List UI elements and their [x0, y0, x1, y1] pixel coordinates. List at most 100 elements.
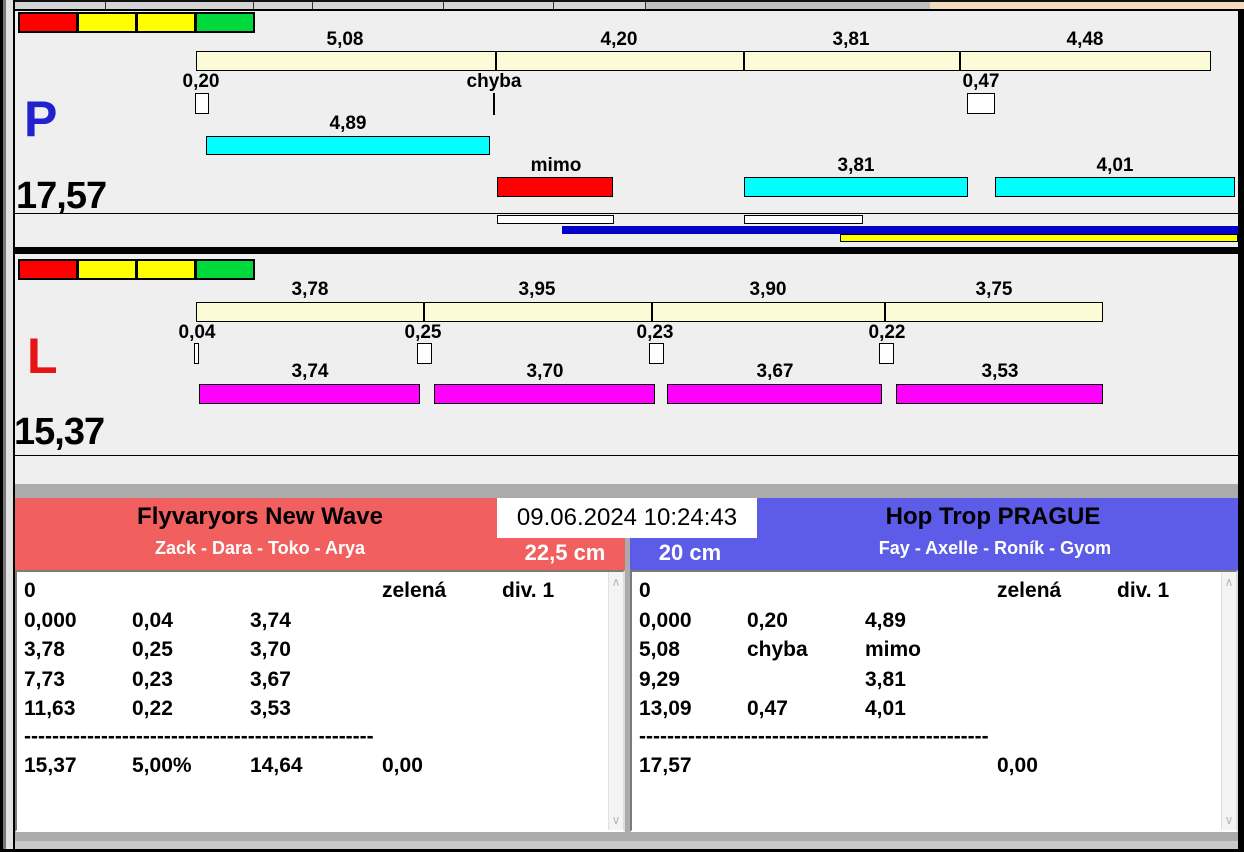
lane-p-run-1-bar	[206, 136, 490, 155]
divider-dashes: ----------------------------------------…	[24, 724, 374, 749]
lane-divider	[15, 247, 1238, 254]
lane-p-blue-progress-bar	[562, 226, 1238, 234]
lane-p-split-3: 3,81	[833, 30, 870, 49]
lane-p-run-4-bar	[995, 177, 1235, 197]
lane-p-offset-2: chyba	[467, 72, 522, 91]
cell: div. 1	[502, 578, 554, 603]
section-gap	[15, 484, 1238, 498]
lane-p-separator-line	[15, 213, 1238, 214]
cell: 13,09	[639, 696, 692, 721]
lane-l-letter: L	[27, 331, 58, 381]
lane-p-split-2: 4,20	[601, 30, 638, 49]
window-right-edge	[1238, 9, 1244, 852]
team-left-jump-height: 22,5 cm	[525, 540, 606, 566]
lane-p-offset-marker-1	[195, 93, 209, 114]
lane-l-offset-4: 0,22	[869, 323, 906, 342]
lane-p-rerun-marker-2	[744, 215, 863, 224]
team-right-name: Hop Trop PRAGUE	[886, 503, 1101, 531]
lane-l-total-time: 15,37	[14, 413, 104, 451]
axis-divider	[959, 52, 961, 70]
lane-p-letter: P	[24, 94, 57, 144]
lane-p-run-4-label: 4,01	[1097, 156, 1134, 175]
lane-l-split-axis	[196, 302, 1103, 322]
light-red	[18, 259, 78, 280]
scrollbar-up-icon[interactable]: ∧	[609, 576, 623, 588]
light-yellow-2	[136, 259, 196, 280]
cell: 0,25	[132, 637, 173, 662]
scrollbar-up-icon[interactable]: ∧	[1222, 576, 1236, 588]
lane-l-run-2-bar	[434, 384, 655, 404]
cell: 9,29	[639, 667, 680, 692]
axis-divider	[743, 52, 745, 70]
team-left-results-list[interactable]: 0 zelená div. 1 0,000 0,04 3,74 3,78 0,2…	[15, 570, 625, 832]
window-left-edge	[0, 0, 15, 852]
lane-l-offset-2: 0,25	[405, 323, 442, 342]
light-yellow-1	[77, 12, 137, 33]
lane-p-run-1-label: 4,89	[330, 114, 367, 133]
axis-divider	[884, 303, 886, 321]
footer-strip-dark	[15, 832, 1238, 841]
lane-l-run-3-label: 3,67	[757, 362, 794, 381]
scrollbar[interactable]: ∧ ∨	[608, 572, 623, 830]
lane-p-offset-3: 0,47	[963, 72, 1000, 91]
footer-strip-light	[15, 841, 1238, 849]
lane-p-yellow-progress-bar	[840, 234, 1238, 242]
cell: 0,22	[132, 696, 173, 721]
lane-l-run-4-bar	[896, 384, 1103, 404]
lane-l-offset-marker-4	[879, 343, 894, 364]
lane-p-split-1: 5,08	[327, 30, 364, 49]
cell: 0,000	[24, 608, 77, 633]
total-cell: 15,37	[24, 753, 77, 778]
lane-l-split-3: 3,90	[750, 280, 787, 299]
lane-l-run-4-label: 3,53	[982, 362, 1019, 381]
lane-p-rerun-marker-1	[497, 215, 614, 224]
lane-l-run-1-bar	[199, 384, 420, 404]
lane-p-split-axis	[196, 51, 1211, 71]
cell: 5,08	[639, 637, 680, 662]
lane-l-offset-1: 0,04	[179, 323, 216, 342]
cell: 0,47	[747, 696, 788, 721]
clock-display: 09.06.2024 10:24:43	[497, 498, 757, 538]
total-cell: 0,00	[997, 753, 1038, 778]
total-cell: 17,57	[639, 753, 692, 778]
total-cell: 14,64	[250, 753, 303, 778]
lane-p-run-2-bar-fault	[497, 177, 613, 197]
lane-p-offset-1: 0,20	[183, 72, 220, 91]
cell: 3,74	[250, 608, 291, 633]
cell: 4,89	[865, 608, 906, 633]
cell: zelená	[997, 578, 1061, 603]
total-cell: 5,00%	[132, 753, 192, 778]
team-right-jump-height: 20 cm	[659, 540, 721, 566]
cell: 11,63	[24, 696, 75, 721]
team-left-name: Flyvaryors New Wave	[137, 503, 383, 531]
cell: 0,04	[132, 608, 173, 633]
axis-divider	[423, 303, 425, 321]
lane-p-offset-marker-3	[967, 93, 995, 114]
lane-l-offset-marker-3	[649, 343, 664, 364]
lane-l-offset-marker-2	[417, 343, 432, 364]
lane-p-total-time: 17,57	[16, 177, 106, 215]
cell: 4,01	[865, 696, 906, 721]
lane-l-separator-line	[15, 455, 1238, 456]
lane-p-fault-tick	[493, 93, 495, 115]
window-top-border	[0, 0, 1244, 2]
cell: mimo	[865, 637, 921, 662]
team-right-members: Fay - Axelle - Roník - Gyom	[879, 538, 1111, 559]
cell: 3,67	[250, 667, 291, 692]
axis-divider	[495, 52, 497, 70]
lane-l-offset-3: 0,23	[637, 323, 674, 342]
scrollbar[interactable]: ∧ ∨	[1221, 572, 1236, 830]
lane-l-run-1-label: 3,74	[292, 362, 329, 381]
cell: 3,70	[250, 637, 291, 662]
cell: 0	[639, 578, 651, 603]
panel-top-border	[15, 9, 1238, 11]
lane-p-split-4: 4,48	[1067, 30, 1104, 49]
scrollbar-down-icon[interactable]: ∨	[609, 814, 623, 826]
lane-p-run-3-label: 3,81	[838, 156, 875, 175]
team-right-results-list[interactable]: 0 zelená div. 1 0,000 0,20 4,89 5,08 chy…	[630, 570, 1238, 832]
scrollbar-down-icon[interactable]: ∨	[1222, 814, 1236, 826]
lane-l-split-2: 3,95	[519, 280, 556, 299]
cell: div. 1	[1117, 578, 1169, 603]
cell: 0,23	[132, 667, 173, 692]
light-green	[195, 12, 255, 33]
